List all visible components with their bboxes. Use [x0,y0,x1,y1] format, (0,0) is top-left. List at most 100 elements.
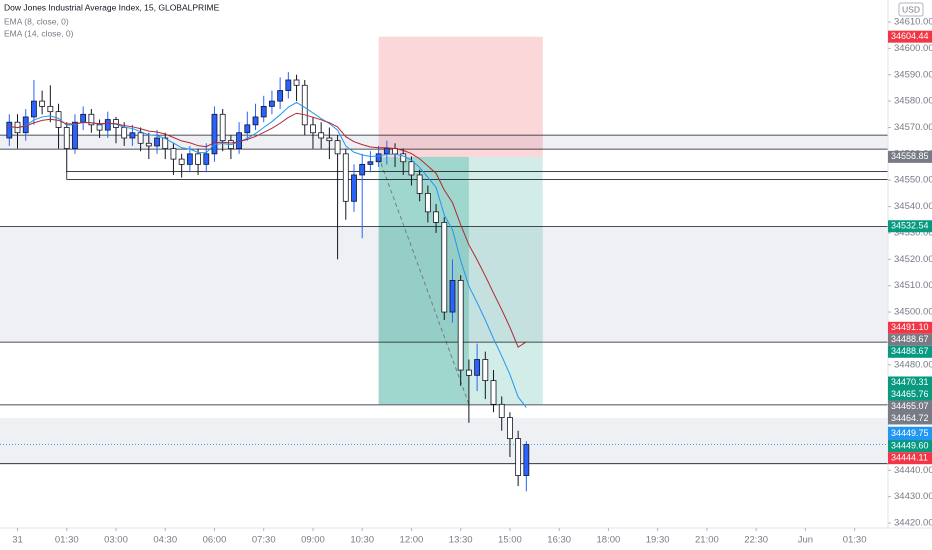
y-tick-label: 34510.00 [894,280,932,291]
candle-body [465,369,472,376]
zone [0,418,888,464]
price-label: 34465.07 [891,401,929,411]
candle-body [39,100,46,107]
legend-entry: EMA (8, close, 0) [4,16,69,26]
y-tick-label: 34440.00 [894,465,932,476]
legend-entry: EMA (14, close, 0) [4,28,74,38]
y-tick-label: 34480.00 [894,359,932,370]
candle-body [47,105,54,113]
price-label: 34604.44 [891,31,929,41]
price-label-bg [888,150,932,163]
trade-path [378,156,470,405]
candle-body [6,121,13,139]
price-label: 34491.10 [891,322,929,332]
y-tick-label: 34600.00 [894,43,932,54]
price-label-bg [888,452,932,465]
candle-body [383,148,390,155]
candle-body [80,113,87,123]
candle-body [277,90,284,102]
candle-body [252,116,259,126]
candle-body [285,79,292,91]
y-tick-label: 34500.00 [894,307,932,318]
currency[interactable]: USD [902,4,920,14]
x-tick-label: 22:30 [744,535,768,546]
candle-body [359,163,366,176]
price-label-bg [888,376,932,389]
ema-line [9,112,527,348]
x-tick-label: 03:00 [104,535,128,546]
x-tick-label: 12:00 [400,535,424,546]
candle-body [170,148,177,160]
y-tick-label: 34520.00 [894,254,932,265]
candle-body [211,113,218,155]
stop-area [378,36,543,157]
chart-title: Dow Jones Industrial Average Index, 15, … [4,2,220,12]
candle-body [408,161,415,176]
candle-body [269,100,275,107]
price-label: 34464.72 [891,413,929,423]
candle-body [457,280,464,371]
candle-body [424,192,431,213]
x-tick-label: 15:00 [498,535,522,546]
x-tick-label: Jun [798,535,813,546]
price-label-bg [888,220,932,233]
x-tick-label: 04:30 [153,535,177,546]
x-tick-label: 10:30 [350,535,374,546]
candle-body [129,132,136,139]
price-label: 34444.11 [891,453,928,463]
price-label: 34470.31 [891,377,929,387]
candle-body [375,153,382,163]
candle-body [244,124,251,134]
candle-body [326,137,333,142]
x-tick-label: 16:30 [547,535,571,546]
price-label-bg [888,345,932,358]
candle-body [195,153,201,165]
y-tick-label: 34590.00 [894,69,932,80]
price-label-bg [888,412,932,425]
price-label: 34488.67 [891,334,929,344]
y-tick-label: 34550.00 [894,175,932,186]
y-tick-label: 34570.00 [894,122,932,133]
price-label-bg [888,440,932,453]
x-tick-label: 13:30 [449,535,473,546]
candle-body [342,153,349,202]
price-label: 34532.54 [891,221,929,231]
candle-body [178,158,185,165]
price-label: 34449.60 [891,441,929,451]
candle-body [416,174,423,194]
candle-body [219,113,226,142]
x-tick-label: 01:30 [843,535,867,546]
price-label: 34488.67 [891,346,929,356]
x-tick-label: 21:00 [695,535,719,546]
candle-body [63,127,70,149]
x-tick-label: 19:30 [646,535,670,546]
candle-body [490,380,497,405]
y-tick-label: 34580.00 [894,96,932,107]
candle-body [293,79,300,86]
x-tick-label: 07:30 [252,535,276,546]
price-label-bg [888,388,932,401]
candle-body [72,121,78,149]
y-tick-label: 34530.00 [894,227,932,238]
candle-body [154,137,160,147]
price-label: 34465.76 [891,389,929,399]
candle-body [137,132,144,144]
plot-area [0,36,889,492]
candle-body [310,124,316,134]
candle-body [318,132,325,139]
candle-body [104,119,111,131]
candle-body [400,153,407,163]
candle-body [498,403,505,418]
price-label-bg [888,333,932,346]
candle-body [203,153,210,165]
candle-body [351,174,357,202]
candle-body [260,105,267,118]
x-tick-label: 06:00 [203,535,227,546]
currency-box[interactable] [898,2,924,17]
candle-body [523,444,530,476]
y-tick-label: 34610.00 [894,17,932,28]
candle-body [96,124,103,131]
candle-body [88,113,95,126]
candle-body [367,161,374,165]
